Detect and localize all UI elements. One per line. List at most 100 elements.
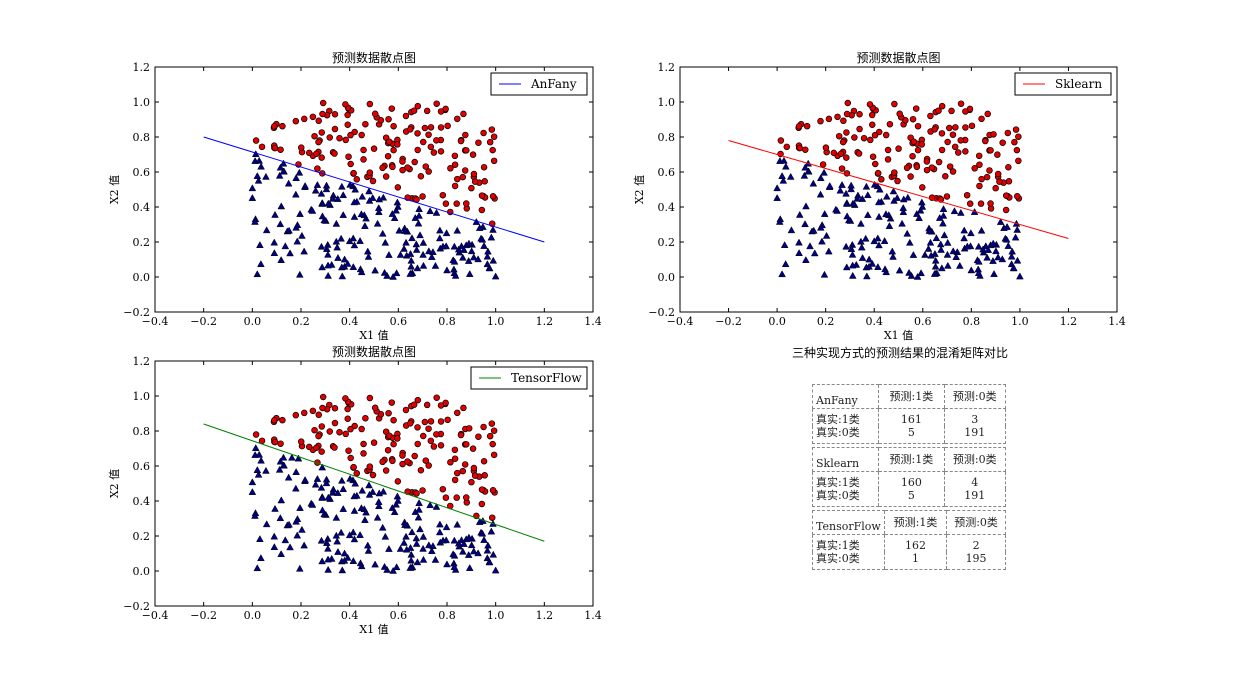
triangle-point	[324, 493, 333, 501]
triangle-point	[413, 558, 422, 566]
triangle-point	[487, 527, 496, 535]
triangle-point	[802, 256, 810, 263]
x-tick-label: −0.2	[190, 609, 217, 622]
triangle-point	[439, 242, 447, 250]
triangle-point	[328, 488, 337, 496]
triangle-point	[407, 262, 415, 270]
circle-point	[386, 138, 393, 145]
circle-point	[331, 419, 339, 427]
y-tick-label: −0.2	[123, 306, 150, 319]
x-tick-label: 1.0	[487, 609, 505, 622]
circle-point	[825, 115, 833, 123]
triangle-point	[311, 480, 320, 488]
triangle-point	[874, 198, 883, 206]
circle-point	[342, 395, 349, 402]
triangle-point	[413, 264, 422, 272]
confusion-table-tensorflow: TensorFlow 预测:1类 预测:0类 真实:1类 162 2 真实:0类…	[812, 510, 1006, 570]
triangle-point	[485, 264, 494, 272]
row-header: 真实:0类	[811, 489, 879, 507]
triangle-point	[408, 528, 416, 536]
circle-point	[309, 407, 317, 415]
circle-point	[949, 168, 957, 175]
triangle-point	[311, 186, 320, 194]
triangle-point	[989, 239, 998, 247]
triangle-point	[903, 229, 912, 237]
triangle-point	[416, 231, 424, 239]
triangle-point	[779, 176, 788, 184]
circle-point	[481, 178, 488, 185]
circle-point	[866, 101, 874, 108]
circle-point	[927, 112, 934, 120]
triangle-point	[453, 520, 462, 528]
triangle-point	[318, 263, 326, 271]
triangle-point	[862, 182, 871, 190]
triangle-point	[412, 539, 421, 547]
circle-point	[347, 131, 354, 139]
triangle-point	[324, 565, 332, 573]
circle-point	[471, 178, 479, 185]
circle-point	[344, 405, 351, 413]
circle-point	[344, 111, 351, 119]
triangle-point	[474, 255, 482, 263]
triangle-point	[400, 538, 408, 546]
triangle-point	[809, 226, 818, 234]
triangle-point	[317, 189, 326, 197]
circle-point	[313, 150, 320, 158]
triangle-point	[847, 245, 856, 252]
circle-point	[388, 399, 396, 406]
triangle-point	[848, 271, 857, 279]
y-tick-label: 0.6	[133, 166, 151, 179]
circle-point	[451, 182, 459, 190]
circle-point	[347, 425, 354, 433]
circle-point	[874, 169, 882, 177]
triangle-point	[392, 563, 401, 571]
y-tick-label: 0.4	[133, 201, 151, 214]
circle-point	[427, 437, 435, 445]
circle-point	[369, 471, 377, 479]
circle-point	[413, 490, 420, 497]
x-tick-label: 0.8	[963, 315, 981, 328]
triangle-point	[279, 167, 288, 175]
triangle-point	[262, 226, 271, 234]
circle-point	[461, 461, 469, 468]
triangle-point	[943, 250, 952, 258]
triangle-point	[416, 525, 424, 533]
triangle-point	[337, 528, 345, 536]
circle-point	[277, 146, 284, 153]
x-axis-label: X1 值	[884, 329, 913, 342]
circle-point	[430, 443, 438, 450]
circle-point	[271, 144, 279, 152]
triangle-point	[801, 163, 809, 171]
triangle-point	[262, 466, 270, 474]
triangle-point	[957, 208, 965, 216]
triangle-point	[390, 508, 399, 515]
circle-point	[977, 200, 985, 207]
triangle-point	[484, 247, 492, 255]
triangle-point	[795, 238, 803, 246]
circle-point	[419, 138, 427, 146]
triangle-point	[776, 157, 784, 164]
circle-point	[895, 145, 902, 152]
triangle-point	[270, 543, 279, 551]
triangle-point	[340, 549, 349, 557]
circle-point	[463, 147, 470, 154]
triangle-point	[926, 238, 935, 246]
row-header: 真实:1类	[812, 534, 885, 552]
circle-point	[390, 122, 397, 130]
triangle-point	[1016, 272, 1024, 280]
triangle-point	[836, 186, 845, 194]
triangle-point	[380, 268, 389, 276]
circle-point	[331, 405, 339, 412]
triangle-point	[816, 190, 825, 198]
circle-point	[469, 445, 477, 452]
triangle-point	[460, 539, 468, 547]
circle-point	[350, 463, 357, 471]
triangle-point	[937, 245, 945, 253]
circle-point	[777, 137, 785, 144]
circle-point	[410, 401, 418, 408]
circle-point	[258, 143, 266, 151]
triangle-point	[400, 244, 408, 252]
triangle-point	[389, 272, 397, 280]
triangle-point	[842, 242, 850, 250]
triangle-point	[1013, 225, 1022, 233]
